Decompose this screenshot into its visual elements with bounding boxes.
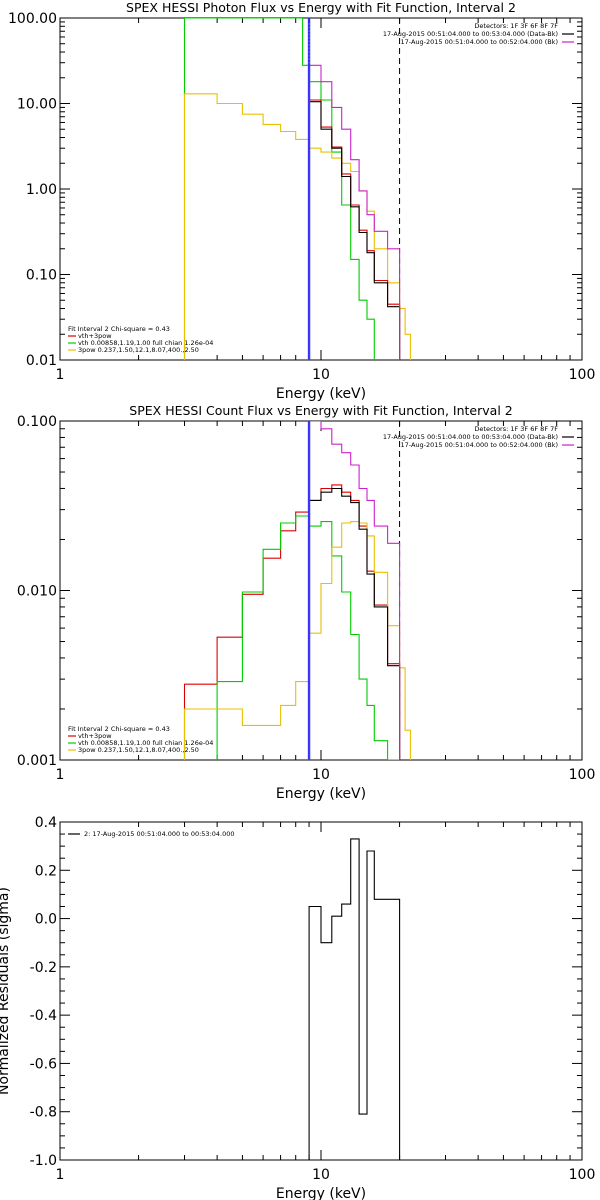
panel-3: 1 10 100 -1.0 -0.8 -0.6 -0.4 -0.2 0.0 0.2 0.4 Energ… — [0, 815, 595, 1200]
series-line — [307, 421, 311, 760]
series-line — [183, 18, 375, 360]
y-tick-label: -0.4 — [30, 1008, 57, 1024]
series-line — [307, 18, 311, 360]
x-tick-label: 1 — [56, 367, 65, 383]
series-line — [216, 515, 400, 760]
legend-entry: Fit Interval 2 Chi-square = 0.43 — [68, 725, 170, 733]
plot-frame — [59, 821, 583, 1161]
legend-entry: vth+3pow — [78, 732, 112, 740]
series-group — [183, 421, 411, 760]
legend-entry: 3pow 0.237,1.50,12.1,8.07,400.,2.50 — [78, 746, 199, 754]
legend-entry: 17-Aug-2015 00:51:04.000 to 00:53:04.000… — [383, 30, 558, 38]
chart-title: SPEX HESSI Photon Flux vs Energy with Fi… — [126, 0, 516, 15]
legend-entry: 2: 17-Aug-2015 00:51:04.000 to 00:53:04.… — [84, 830, 235, 838]
x-tick-label: 10 — [312, 367, 330, 383]
y-tick-label: 0.010 — [17, 584, 57, 600]
legend-entry: Detectors: 1F 3F 6F 8F 7F — [474, 425, 558, 433]
series-line — [308, 421, 401, 760]
y-tick-label: 10.00 — [17, 97, 57, 113]
legend-entry: vth+3pow — [78, 332, 112, 340]
x-tick-label: 1 — [56, 1167, 65, 1183]
y-axis-ticks — [60, 21, 582, 361]
legend-entry: 17-Aug-2015 00:51:04.000 to 00:53:04.000… — [383, 433, 558, 441]
y-tick-label: 100.00 — [8, 11, 57, 27]
x-tick-label: 1 — [56, 767, 65, 783]
y-tick-label: 0.4 — [35, 815, 57, 831]
legend-entry: 17-Aug-2015 00:51:04.000 to 00:52:04.000… — [401, 441, 558, 449]
y-tick-label: 0.100 — [17, 414, 57, 430]
x-tick-label: 100 — [569, 367, 596, 383]
x-tick-label: 10 — [312, 767, 330, 783]
y-tick-label: 0.0 — [35, 912, 57, 928]
y-tick-label: 0.01 — [26, 353, 57, 369]
y-axis-ticks — [60, 428, 582, 761]
legend-bottom-left: Fit Interval 2 Chi-square = 0.43vth+3pow… — [68, 325, 213, 354]
legend-entry: 17-Aug-2015 00:51:04.000 to 00:52:04.000… — [401, 38, 558, 46]
x-axis-label: Energy (keV) — [276, 786, 366, 802]
panel-2: SPEX HESSI Count Flux vs Energy with Fit… — [17, 403, 595, 802]
y-tick-label: 0.001 — [17, 753, 57, 769]
series-line — [308, 838, 401, 1160]
x-tick-label: 10 — [312, 1167, 330, 1183]
x-tick-label: 100 — [569, 1167, 596, 1183]
chart-title: SPEX HESSI Count Flux vs Energy with Fit… — [129, 403, 512, 418]
x-axis-ticks — [59, 822, 571, 1160]
series-line — [183, 484, 401, 760]
legend-top-left: 2: 17-Aug-2015 00:51:04.000 to 00:53:04.… — [68, 830, 235, 838]
x-tick-label: 100 — [569, 767, 596, 783]
y-tick-label: 0.10 — [26, 268, 57, 284]
series-line — [308, 99, 401, 360]
y-axis-ticks — [60, 821, 582, 1161]
legend-entry: vth 0.00858,1.19,1.00 full chian 1.26e-0… — [78, 339, 213, 347]
y-axis-label: Normalized Residuals (sigma) — [0, 887, 12, 1095]
series-line — [308, 487, 401, 760]
series-line — [183, 93, 411, 360]
x-axis-label: Energy (keV) — [276, 1186, 366, 1200]
y-tick-label: -1.0 — [30, 1153, 57, 1169]
x-axis-ticks — [59, 421, 571, 760]
legend-bottom-left: Fit Interval 2 Chi-square = 0.43vth+3pow… — [68, 725, 213, 754]
y-tick-label: -0.6 — [30, 1056, 57, 1072]
y-tick-label: 1.00 — [26, 182, 57, 198]
series-group — [183, 18, 411, 360]
x-axis-label: Energy (keV) — [276, 386, 366, 402]
y-tick-label: 0.2 — [35, 863, 57, 879]
legend-entry: vth 0.00858,1.19,1.00 full chian 1.26e-0… — [78, 739, 213, 747]
legend-entry: Fit Interval 2 Chi-square = 0.43 — [68, 325, 170, 333]
legend-entry: Detectors: 1F 3F 6F 8F 7F — [474, 22, 558, 30]
x-axis-ticks — [59, 18, 571, 360]
series-group — [308, 838, 401, 1160]
series-line — [308, 64, 401, 360]
y-tick-label: -0.8 — [30, 1105, 57, 1121]
panel-1: SPEX HESSI Photon Flux vs Energy with Fi… — [8, 0, 595, 402]
legend-entry: 3pow 0.237,1.50,12.1,8.07,400.,2.50 — [78, 346, 199, 354]
series-line — [183, 521, 411, 760]
y-tick-label: -0.2 — [30, 960, 57, 976]
series-line — [308, 101, 401, 360]
